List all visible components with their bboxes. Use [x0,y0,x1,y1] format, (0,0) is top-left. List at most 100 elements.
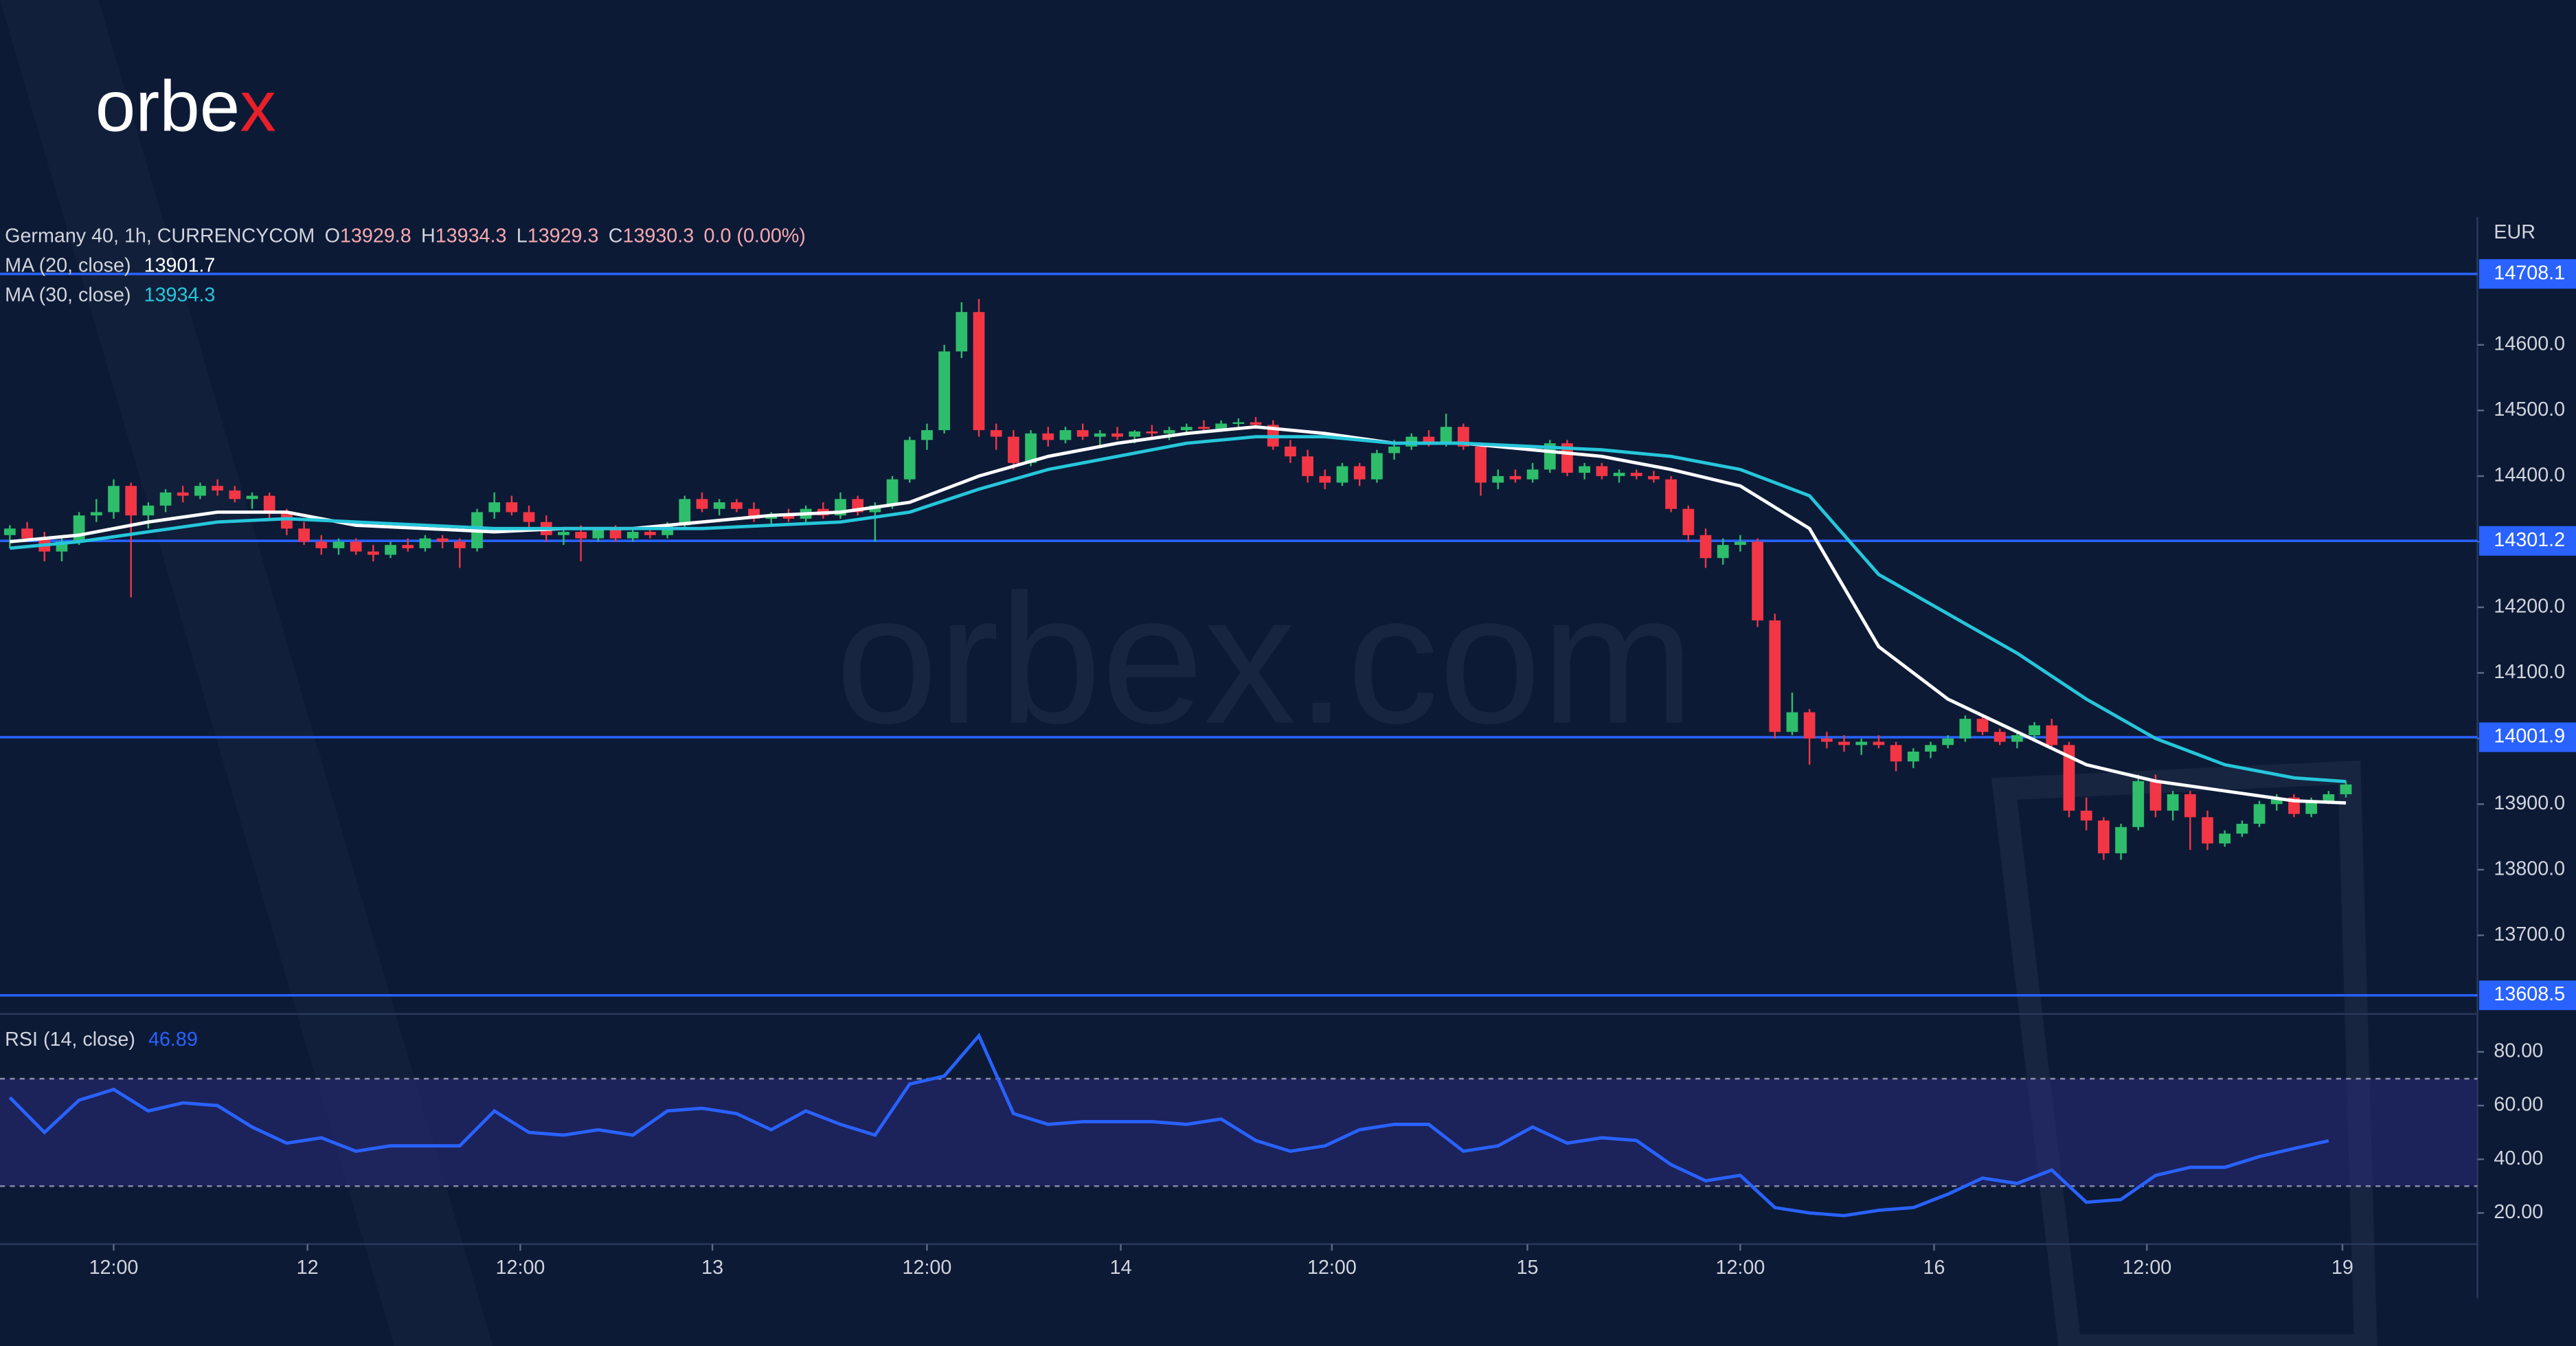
legend-value: 13934.3 [144,284,216,306]
candle-body [1163,430,1175,434]
level-label-box [2478,722,2576,752]
x-tick-label: 12:00 [496,1257,545,1279]
candle-body [488,502,501,513]
candle-body [108,486,120,513]
candle-body [177,492,189,496]
candle-body [1613,473,1625,476]
candle-body [713,502,725,509]
candle-body [1492,475,1504,483]
candle-body [1285,446,1296,457]
candle-body [1371,453,1383,480]
ohlc-value: 13929.8 [340,225,411,247]
candle-body [1302,456,1314,476]
logo-accent: x [240,66,276,146]
candle-body [2132,781,2145,827]
y-tick-label: 13900.0 [2494,792,2565,814]
x-tick-label: 16 [1923,1257,1945,1279]
candle-body [1440,427,1452,444]
candle-body [2340,784,2352,794]
candle-body [1561,443,1573,473]
candle-body [679,499,691,526]
y-tick-label: 13700.0 [2494,923,2565,945]
candle-body [1959,719,1971,739]
candle-body [2011,735,2023,742]
candle-body [194,486,206,496]
candle-body [298,528,310,542]
legend-entry: RSI (14, close) 46.89 [5,1029,198,1051]
level-label: 14001.9 [2494,726,2565,748]
candle-body [2063,745,2075,811]
legend-entry: MA (30, close) 13934.3 [5,284,215,306]
level-label-box [2478,259,2576,289]
candle-body [1059,430,1072,440]
level-label: 14301.2 [2494,529,2565,551]
candle-body [1630,473,1642,476]
candle-body [1665,479,1677,509]
candle-body [1250,422,1262,425]
candle-body [1475,446,1487,483]
legend-name: RSI (14, close) [5,1029,135,1051]
y-tick-label: 14600.0 [2494,333,2565,355]
candle-body [1735,541,1746,546]
candle-body [1232,422,1245,424]
candle-body [1907,751,1919,762]
candle-body [350,541,362,552]
candle-body [1025,433,1037,463]
candle-body [2202,817,2213,844]
candle-body [1993,732,2006,742]
candle-body [212,486,224,491]
y-tick-label: 14200.0 [2494,595,2565,617]
candle-body [315,541,328,548]
candle-body [1717,545,1729,559]
candle-body [1336,466,1348,483]
candle-body [1890,745,1902,762]
watermark: orbex.com [835,556,1694,761]
rsi-band [0,1078,2478,1187]
candle-body [21,528,33,539]
series-line [10,425,2347,805]
candle-body [125,486,137,516]
candle-body [367,551,379,555]
candle-body [73,515,85,542]
rsi-y-tick-label: 20.00 [2494,1201,2543,1223]
legend-symbol: Germany 40, 1h, CURRENCYCOM O13929.8 H1393… [5,225,806,247]
candle-body [523,512,535,522]
ohlc-label: H [421,225,436,247]
candle-body [903,440,916,480]
candle-body [1838,741,1850,745]
x-tick-label: 12:00 [1307,1257,1357,1279]
candle-body [2149,781,2162,811]
candle-body [2270,797,2283,805]
candle-body [1976,719,1989,732]
candle-body [1699,535,1712,559]
candle-body [1388,446,1400,453]
candle-body [1008,436,1019,463]
ohlc-label: C [609,225,623,247]
series-line [8,1033,2329,1218]
candle-body [990,430,1002,437]
candle-body [1648,475,1660,480]
candle-body [229,490,241,500]
candle-body [2219,833,2231,844]
legend-entry: MA (20, close) 13901.7 [5,254,215,276]
candle-body [626,532,639,539]
rsi-y-tick-label: 60.00 [2494,1094,2543,1116]
candle-body [1803,712,1816,739]
candle-body [2323,794,2335,801]
y-tick-label: 14100.0 [2494,661,2565,683]
candle-body [1094,433,1106,437]
candle-body [2236,823,2248,834]
logo: orbex [95,66,276,146]
level-label-box [2478,980,2576,1011]
level-label: 13608.5 [2494,983,2565,1005]
candle-body [453,541,466,548]
candle-body [1353,466,1366,480]
candle-body [159,492,172,506]
candle-body [2305,800,2318,814]
x-tick-label: 15 [1517,1257,1539,1279]
level-label: 14708.1 [2494,262,2565,284]
x-tick-label: 12 [297,1257,319,1279]
